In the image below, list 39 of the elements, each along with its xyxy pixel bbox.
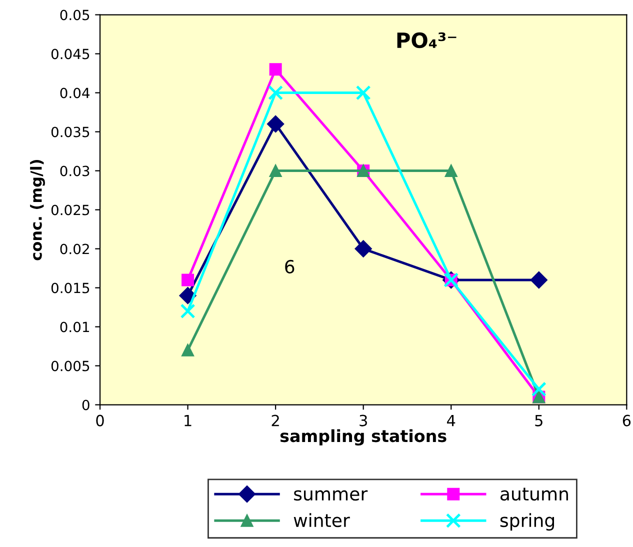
point	[531, 382, 546, 397]
legend-label: spring	[500, 513, 554, 531]
x-tick-label: 0	[96, 414, 104, 426]
y-tick-label: 0.035	[51, 126, 90, 138]
point	[269, 164, 282, 178]
y-axis-title: conc. (mg/l)	[30, 160, 45, 260]
point	[356, 85, 371, 100]
point	[268, 85, 284, 100]
legend-label: summer	[294, 490, 368, 501]
legend-label: autumn	[500, 488, 568, 501]
point	[182, 274, 194, 286]
x-tick-label: 1	[184, 414, 192, 426]
annotation: 6	[285, 260, 294, 274]
legend-label: winter	[294, 513, 350, 528]
x-tick-label: 6	[622, 414, 631, 426]
x-tick-label: 2	[272, 414, 279, 426]
text: PO₄³⁻	[397, 32, 456, 48]
point	[182, 344, 194, 356]
y-tick-label: 0.05	[60, 10, 90, 20]
y-tick-label: 0.01	[60, 322, 90, 332]
x-axis-title: sampling stations	[280, 429, 446, 446]
y-tick-label: 0	[82, 400, 90, 410]
y-tick-label: 0.005	[51, 360, 90, 372]
point	[530, 271, 548, 289]
point	[180, 304, 196, 319]
x-tick-label: 3	[360, 414, 367, 426]
point	[354, 240, 372, 258]
y-tick-label: 0.04	[60, 88, 90, 98]
y-tick-label: 0.025	[51, 204, 90, 216]
point	[179, 287, 196, 304]
y-tick-label: 0.02	[60, 244, 89, 254]
point	[444, 164, 458, 178]
x-tick-label: 4	[447, 414, 456, 426]
point	[269, 63, 282, 76]
y-tick-label: 0.045	[51, 48, 90, 60]
y-tick-label: 0.015	[51, 282, 90, 294]
y-tick-label: 0.03	[60, 166, 90, 176]
point	[267, 115, 284, 133]
x-tick-label: 5	[535, 414, 542, 426]
